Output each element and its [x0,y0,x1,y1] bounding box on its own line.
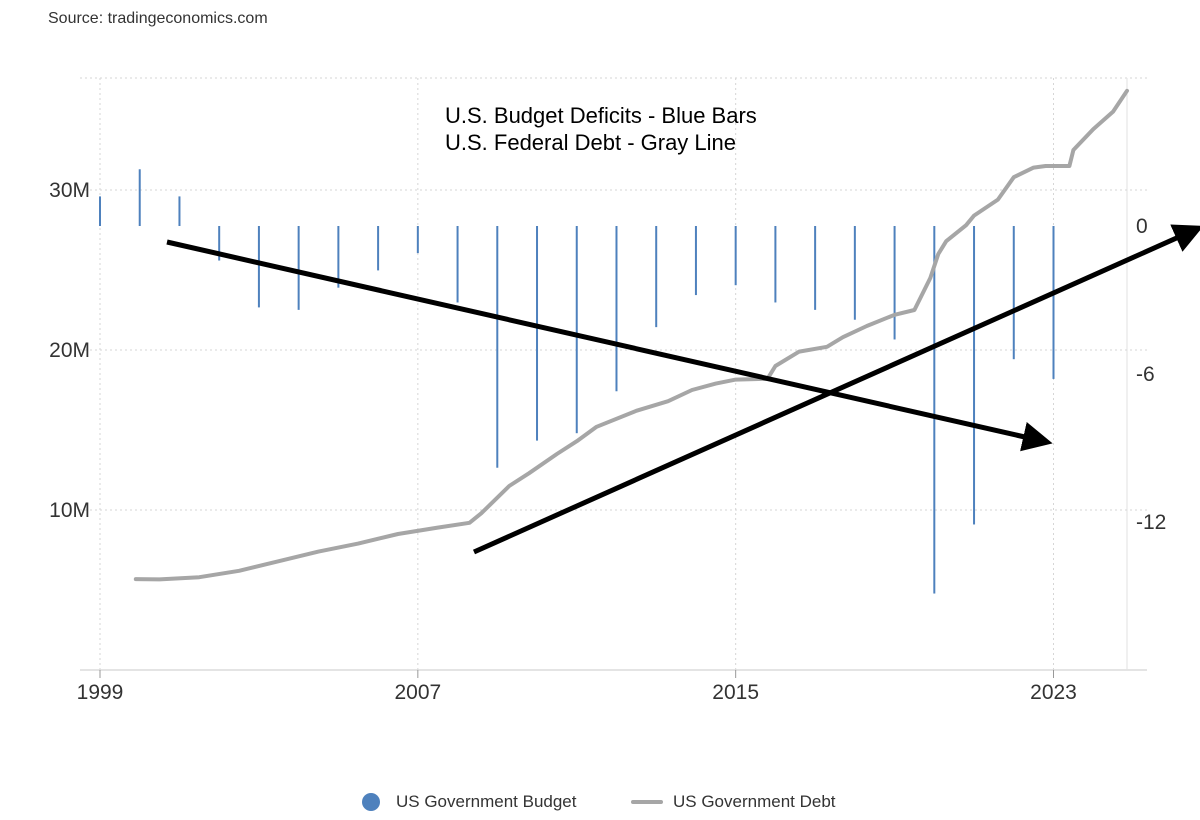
debt-line-layer [133,88,1129,582]
budget-bar [416,226,419,254]
budget-bar [933,226,936,594]
annotation-debt: U.S. Federal Debt - Gray Line [445,130,736,155]
budget-bar [178,196,181,226]
budget-bar [99,196,101,226]
budget-bar [297,226,300,310]
budget-bar [893,226,896,340]
budget-bar [814,226,817,310]
budget-bar [337,226,340,288]
budget-bar [774,226,777,303]
right-tick-label: -6 [1136,363,1155,386]
budget-bar [694,226,697,296]
left-tick-label: 10M [49,499,90,522]
debt-line [133,88,1129,582]
budget-bar [973,226,976,525]
budget-bar [377,226,380,271]
right-tick-label: -12 [1136,511,1166,534]
budget-bars [99,169,1055,594]
x-tick-label: 2007 [394,681,441,704]
source-label: Source: tradingeconomics.com [48,10,268,27]
budget-bar [615,226,618,392]
legend-line-icon [631,800,663,804]
budget-bar [575,226,578,434]
budget-bar [257,226,260,308]
budget-bar [218,226,221,261]
x-tick-label: 2015 [712,681,759,704]
budget-bar [456,226,459,303]
deficit-trend-arrow [166,239,1053,452]
debt-trend-arrow [472,224,1200,555]
legend-dot-icon [362,793,380,811]
budget-bar [496,226,499,468]
legend: US Government Budget US Government Debt [0,792,1200,816]
budget-bar [853,226,856,320]
budget-bar [536,226,539,441]
grid-lines [80,77,1147,678]
budget-bar [138,169,141,226]
budget-bar [1052,226,1055,379]
trend-arrows [166,224,1200,555]
x-tick-label: 1999 [77,681,124,704]
left-tick-label: 30M [49,179,90,202]
axis-labels: 1999 2007 2015 2023 10M 20M 30M 0 -6 -12 [49,179,1166,704]
legend-debt-label: US Government Debt [673,792,836,811]
right-tick-label: 0 [1136,215,1148,238]
x-tick-label: 2023 [1030,681,1077,704]
budget-bar [734,226,737,286]
budget-bar [1012,226,1015,360]
annotation-budget: U.S. Budget Deficits - Blue Bars [445,103,757,128]
chart-canvas: 1999 2007 2015 2023 10M 20M 30M 0 -6 -12 U.S. Bud… [49,77,1200,704]
legend-budget-label: US Government Budget [396,792,577,811]
left-tick-label: 20M [49,339,90,362]
legend-item-debt[interactable]: US Government Debt [631,792,836,812]
legend-item-budget[interactable]: US Government Budget [362,792,576,812]
budget-bar [655,226,658,328]
